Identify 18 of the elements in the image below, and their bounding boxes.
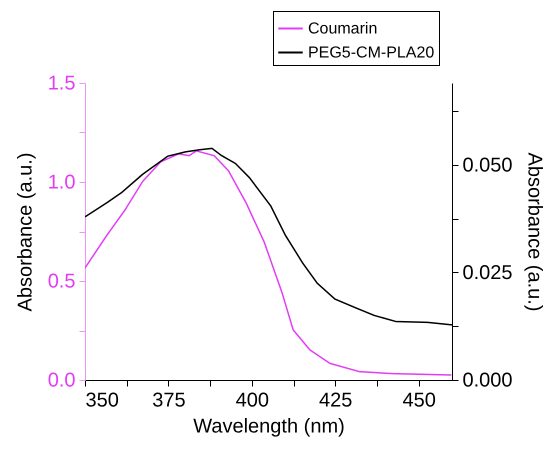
x-tick-label: 450 — [402, 390, 436, 412]
y-tick-label: 1.5 — [48, 72, 76, 94]
legend-label: Coumarin — [308, 20, 378, 38]
y2-tick-label: 0.025 — [462, 262, 513, 284]
line-series — [85, 150, 452, 376]
legend-label: PEG5-CM-PLA20 — [308, 44, 434, 62]
x-tick-label: 400 — [236, 390, 270, 412]
y-tick-label: 1.0 — [48, 172, 76, 194]
y2-tick-label: 0.000 — [462, 370, 513, 392]
y-tick-label: 0.0 — [48, 370, 76, 392]
x-tick-label: 375 — [152, 390, 186, 412]
y-axis-title: Absorbance (a.u.) — [14, 152, 37, 312]
x-tick-label: 350 — [86, 390, 119, 412]
x-tick-label: 425 — [319, 390, 352, 412]
y2-axis-title: Absorbance (a.u.) — [524, 152, 546, 312]
y-tick-label: 0.5 — [48, 270, 76, 292]
y2-tick-label: 0.050 — [462, 154, 513, 176]
x-axis-title: Wavelength (nm) — [193, 416, 345, 438]
